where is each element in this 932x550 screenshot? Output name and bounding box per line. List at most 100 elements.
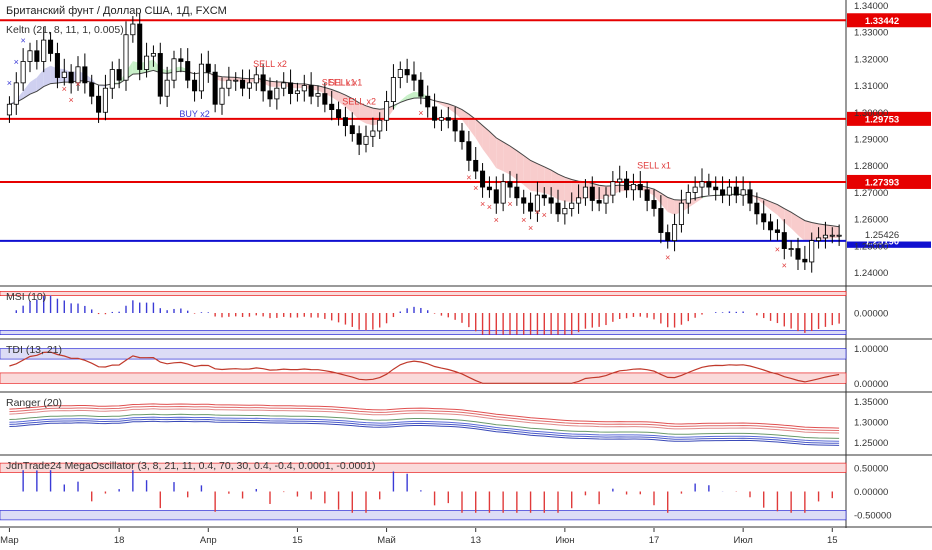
candle[interactable] (507, 181, 513, 188)
candle[interactable] (555, 202, 561, 215)
candle[interactable] (109, 69, 115, 89)
candle[interactable] (294, 90, 300, 94)
candle[interactable] (672, 224, 678, 241)
candle[interactable] (425, 95, 431, 108)
candle[interactable] (459, 130, 465, 143)
candle[interactable] (356, 133, 362, 145)
candle[interactable] (809, 240, 815, 263)
candle[interactable] (685, 192, 691, 204)
candle[interactable] (192, 79, 198, 92)
candle[interactable] (397, 69, 403, 78)
candle[interactable] (480, 170, 486, 188)
candle[interactable] (720, 189, 726, 196)
candle[interactable] (329, 103, 335, 110)
candle[interactable] (452, 119, 458, 132)
candle[interactable] (219, 87, 225, 105)
candle[interactable] (829, 234, 835, 237)
candle[interactable] (726, 186, 732, 196)
candle[interactable] (123, 34, 129, 81)
candle[interactable] (308, 85, 314, 97)
candle[interactable] (157, 53, 163, 97)
candle[interactable] (61, 71, 67, 78)
candle[interactable] (678, 202, 684, 225)
candle[interactable] (418, 79, 424, 97)
candle[interactable] (658, 208, 664, 233)
candle[interactable] (740, 189, 746, 196)
candle[interactable] (589, 186, 595, 201)
candle[interactable] (89, 82, 95, 97)
candle[interactable] (315, 93, 321, 97)
candle[interactable] (486, 186, 492, 191)
candle[interactable] (493, 189, 499, 204)
candle[interactable] (274, 87, 280, 100)
candle[interactable] (75, 66, 81, 84)
candle[interactable] (644, 189, 650, 201)
candle[interactable] (253, 74, 259, 84)
candle[interactable] (411, 74, 417, 81)
candle[interactable] (267, 90, 273, 100)
candle[interactable] (699, 181, 705, 188)
candle[interactable] (363, 135, 369, 145)
candle[interactable] (713, 186, 719, 191)
candle[interactable] (754, 202, 760, 215)
candle[interactable] (528, 202, 534, 212)
candle[interactable] (322, 93, 328, 105)
candle[interactable] (288, 82, 294, 94)
candle[interactable] (212, 71, 218, 105)
candle[interactable] (637, 184, 643, 191)
candle[interactable] (198, 63, 204, 92)
candle[interactable] (13, 82, 19, 105)
candle[interactable] (171, 58, 177, 81)
candle[interactable] (185, 61, 191, 81)
candle[interactable] (624, 178, 630, 191)
candle[interactable] (500, 181, 506, 204)
candle[interactable] (692, 186, 698, 193)
candle[interactable] (336, 109, 342, 119)
candle[interactable] (404, 69, 410, 76)
candle[interactable] (41, 39, 47, 62)
candle[interactable] (733, 186, 739, 196)
candle[interactable] (630, 184, 636, 191)
candle[interactable] (144, 55, 150, 70)
candle[interactable] (116, 69, 122, 81)
candle[interactable] (569, 202, 575, 209)
candle[interactable] (665, 232, 671, 241)
candle[interactable] (68, 71, 74, 84)
candle[interactable] (164, 79, 170, 97)
candle[interactable] (603, 194, 609, 204)
candle[interactable] (150, 53, 156, 57)
candle[interactable] (534, 194, 540, 212)
candle[interactable] (445, 117, 451, 121)
candle[interactable] (788, 248, 794, 250)
candle[interactable] (562, 208, 568, 215)
candle[interactable] (617, 178, 623, 183)
candle[interactable] (432, 106, 438, 121)
candle[interactable] (768, 221, 774, 231)
candle[interactable] (233, 79, 239, 82)
candle[interactable] (706, 181, 712, 188)
candle[interactable] (761, 213, 767, 223)
candle[interactable] (54, 53, 60, 78)
candle[interactable] (541, 194, 547, 199)
candle[interactable] (260, 74, 266, 92)
candle[interactable] (281, 82, 287, 89)
candle[interactable] (82, 66, 88, 84)
candle[interactable] (466, 141, 472, 161)
candle[interactable] (473, 159, 479, 172)
candle[interactable] (342, 117, 348, 127)
candle[interactable] (246, 82, 252, 89)
candle[interactable] (747, 189, 753, 204)
candle[interactable] (48, 39, 54, 54)
candle[interactable] (651, 200, 657, 209)
candle[interactable] (178, 58, 184, 62)
candle[interactable] (137, 23, 143, 70)
candle[interactable] (795, 248, 801, 260)
candle[interactable] (102, 87, 108, 113)
candle[interactable] (610, 181, 616, 196)
candle[interactable] (349, 125, 355, 135)
candle[interactable] (390, 77, 396, 102)
candle[interactable] (521, 197, 527, 204)
candle[interactable] (384, 101, 390, 121)
candle[interactable] (596, 200, 602, 204)
